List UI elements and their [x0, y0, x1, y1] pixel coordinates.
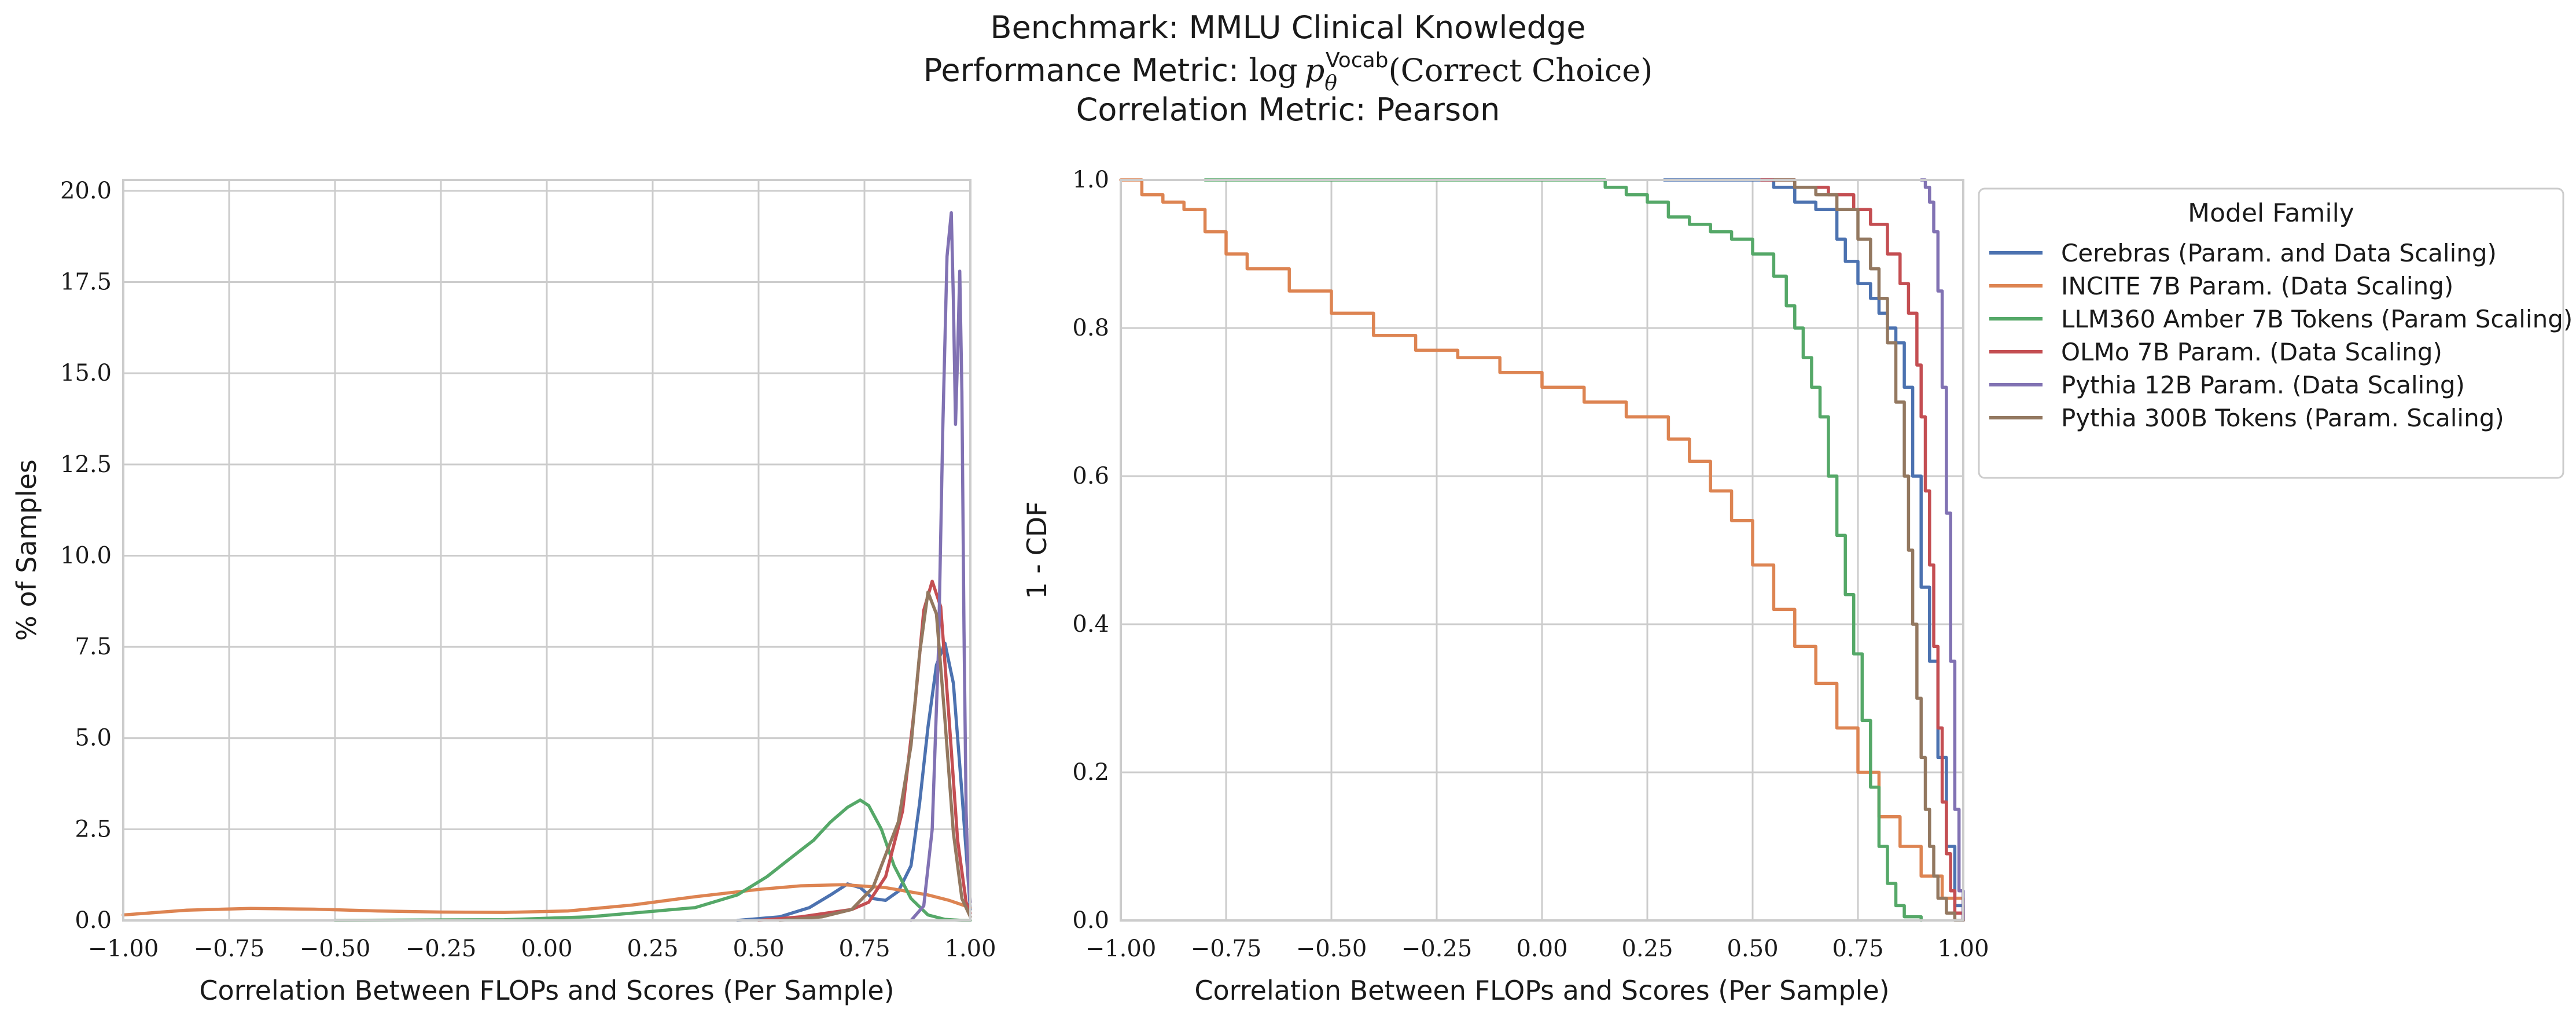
legend-label: OLMo 7B Param. (Data Scaling) [2061, 338, 2442, 366]
kde-y-axis-label: % of Samples [11, 459, 42, 641]
legend-label: Pythia 12B Param. (Data Scaling) [2061, 371, 2465, 399]
left-y-tick-label: 7.5 [75, 633, 112, 660]
right-x-tick-label: 0.50 [1727, 935, 1778, 962]
right-x-tick-label: 0.25 [1621, 935, 1673, 962]
right-x-tick-label: −0.25 [1401, 935, 1473, 962]
legend: Model Family Cerebras (Param. and Data S… [1978, 187, 2573, 479]
legend-label: Cerebras (Param. and Data Scaling) [2061, 239, 2497, 267]
left-y-tick-label: 15.0 [60, 360, 112, 386]
survival-y-axis-label: 1 - CDF [1021, 501, 1053, 599]
left-x-tick-label: 0.00 [521, 935, 572, 962]
title-line-3: Correlation Metric: Pearson [1076, 91, 1500, 128]
survival-plot-frame [1120, 179, 1964, 922]
left-y-tick-label: 5.0 [75, 725, 112, 752]
legend-label: Pythia 300B Tokens (Param. Scaling) [2061, 404, 2504, 432]
title-line-2-suffix: (Correct Choice) [1389, 52, 1653, 89]
survival-x-axis-label: Correlation Between FLOPs and Scores (Pe… [1194, 975, 1889, 1006]
kde-y-ticks: 0.0 2.5 5.0 7.5 10.0 12.5 15.0 17.5 20.0 [60, 178, 112, 934]
title-theta: θ [1324, 72, 1337, 95]
right-series-line-pythia300b [1772, 178, 1965, 922]
right-x-tick-label: −0.50 [1296, 935, 1367, 962]
survival-y-ticks: 0.0 0.2 0.4 0.6 0.8 1.0 [1072, 167, 1109, 934]
right-x-tick-label: 0.75 [1832, 935, 1883, 962]
figure-title: Benchmark: MMLU Clinical Knowledge Perfo… [923, 9, 1653, 128]
legend-items: Cerebras (Param. and Data Scaling) INCITE… [1989, 239, 2573, 432]
left-x-tick-label: −1.00 [88, 935, 159, 962]
right-y-tick-label: 0.4 [1072, 611, 1109, 638]
left-y-tick-label: 17.5 [60, 269, 112, 296]
right-series-line-pythia12b [1919, 178, 1965, 922]
title-p: p [1305, 52, 1325, 89]
left-x-tick-label: −0.50 [300, 935, 371, 962]
right-series-line-llm360 [1203, 178, 1923, 922]
kde-panel: −1.00 −0.75 −0.50 −0.25 0.00 0.25 0.50 0.75 1.00… [11, 178, 996, 1006]
right-x-tick-label: −1.00 [1085, 935, 1157, 962]
right-y-tick-label: 1.0 [1072, 167, 1109, 193]
left-y-tick-label: 2.5 [75, 816, 112, 842]
left-x-tick-label: −0.75 [194, 935, 265, 962]
title-vocab: Vocab [1326, 49, 1389, 72]
legend-box [1978, 187, 2564, 479]
left-y-tick-label: 12.5 [60, 451, 112, 478]
kde-x-ticks: −1.00 −0.75 −0.50 −0.25 0.00 0.25 0.50 0.75 1.00 [88, 935, 996, 962]
right-x-tick-label: −0.75 [1191, 935, 1262, 962]
legend-title: Model Family [2188, 198, 2354, 228]
survival-x-ticks: −1.00 −0.75 −0.50 −0.25 0.00 0.25 0.50 0.75 1.00 [1085, 935, 1989, 962]
right-x-tick-label: 1.00 [1937, 935, 1989, 962]
title-line-1: Benchmark: MMLU Clinical Knowledge [991, 9, 1586, 46]
right-x-tick-label: 0.00 [1516, 935, 1567, 962]
left-series-line-incite [122, 883, 972, 917]
legend-label: INCITE 7B Param. (Data Scaling) [2061, 272, 2453, 300]
left-x-tick-label: −0.25 [406, 935, 477, 962]
left-x-tick-label: 1.00 [944, 935, 996, 962]
left-series-line-pythia300b [778, 590, 972, 922]
right-y-tick-label: 0.0 [1072, 907, 1109, 934]
left-x-tick-label: 0.25 [627, 935, 678, 962]
left-series-line-llm360 [333, 798, 972, 922]
title-line-2-prefix: Performance Metric: [923, 52, 1249, 89]
right-series-line-olmo [1759, 178, 1965, 922]
right-y-tick-label: 0.2 [1072, 759, 1109, 786]
left-y-tick-label: 20.0 [60, 178, 112, 204]
right-series-line-incite [1119, 178, 1965, 922]
survival-panel: −1.00 −0.75 −0.50 −0.25 0.00 0.25 0.50 0.75 1.00… [1021, 167, 1989, 1006]
kde-plot-frame [122, 179, 971, 922]
right-y-tick-label: 0.6 [1072, 463, 1109, 489]
survival-series [1119, 178, 1965, 922]
kde-series [122, 211, 972, 922]
left-y-tick-label: 10.0 [60, 542, 112, 569]
right-y-tick-label: 0.8 [1072, 315, 1109, 341]
right-series-line-cerebras [1662, 178, 1965, 922]
left-series-line-pythia12b [909, 211, 972, 922]
title-log: log [1249, 52, 1297, 89]
left-y-tick-label: 0.0 [75, 907, 112, 934]
left-x-tick-label: 0.50 [733, 935, 784, 962]
left-x-tick-label: 0.75 [838, 935, 890, 962]
title-line-2: Performance Metric: log pθVocab(Correct C… [923, 49, 1653, 95]
survival-gridlines [1120, 179, 1964, 922]
kde-x-axis-label: Correlation Between FLOPs and Scores (Pe… [199, 975, 894, 1006]
legend-label: LLM360 Amber 7B Tokens (Param Scaling) [2061, 305, 2573, 333]
